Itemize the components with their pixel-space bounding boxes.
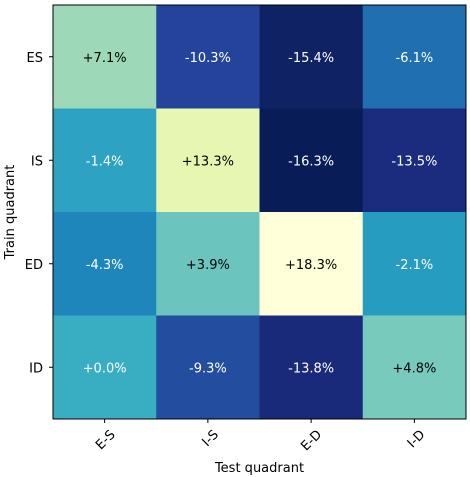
cell-value-label: -9.3% (189, 361, 227, 376)
heatmap-cell (259, 5, 364, 109)
cell-value-label: -1.4% (86, 154, 124, 169)
heatmap-cell (259, 315, 364, 420)
heatmap-cell (362, 315, 467, 420)
x-tick-label: I-D (405, 427, 429, 451)
cell-value-label: -13.8% (288, 361, 334, 376)
plot-frame (52, 4, 467, 420)
x-axis-label: Test quadrant (214, 461, 304, 476)
cell-value-label: +4.8% (392, 361, 436, 376)
heatmap-cell (362, 5, 467, 109)
heatmap-cell (53, 212, 157, 316)
heatmap-cell (53, 315, 157, 420)
y-axis-ticks: ES IS ED ID (25, 51, 53, 376)
heatmap-cell (362, 108, 467, 213)
y-tick-label: ED (25, 258, 43, 273)
cell-value-label: +18.3% (285, 258, 337, 273)
x-tick-label: E-D (298, 427, 325, 454)
heatmap-cell (53, 5, 157, 109)
heatmap-cell (156, 108, 260, 213)
cell-value-label: +7.1% (83, 51, 127, 66)
heatmap-cell (156, 315, 260, 420)
cell-value-label: -4.3% (86, 258, 124, 273)
heatmap-cell (259, 108, 364, 213)
x-tick-label: E-S (93, 427, 119, 453)
cell-value-label: +13.3% (182, 154, 234, 169)
heatmap-cell (53, 108, 157, 213)
x-axis-ticks: E-S I-S E-D I-D (93, 419, 428, 454)
cell-value-label: -15.4% (288, 51, 334, 66)
y-tick-label: IS (31, 154, 43, 169)
y-axis-label: Train quadrant (3, 165, 18, 261)
cell-value-label: +0.0% (83, 361, 127, 376)
cell-value-label: -10.3% (185, 51, 231, 66)
x-tick-label: I-S (199, 427, 221, 449)
y-tick-label: ES (27, 51, 43, 66)
heatmap-cell (362, 212, 467, 316)
heatmap-cells: +7.1% -10.3% -15.4% -6.1% -1.4% +13.3% -16.3% -… (53, 5, 467, 420)
cell-value-label: -2.1% (396, 258, 434, 273)
cell-value-label: -6.1% (396, 51, 434, 66)
cell-value-label: +3.9% (186, 258, 230, 273)
cell-value-label: -13.5% (391, 154, 437, 169)
heatmap-cell (156, 5, 260, 109)
cell-value-label: -16.3% (288, 154, 334, 169)
heatmap-cell (259, 212, 364, 316)
heatmap-cell (156, 212, 260, 316)
y-tick-label: ID (29, 361, 43, 376)
